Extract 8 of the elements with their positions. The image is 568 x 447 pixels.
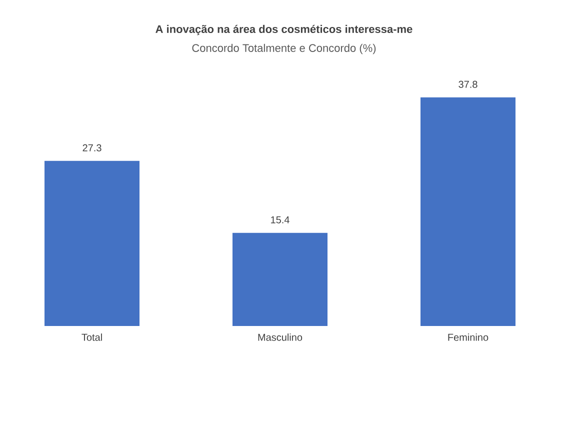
chart-subtitle: Concordo Totalmente e Concordo (%): [192, 44, 376, 54]
data-label: 37.8: [458, 80, 478, 88]
data-label: 27.3: [82, 144, 102, 152]
data-label: 15.4: [271, 216, 290, 224]
x-tick-label: Masculino: [258, 334, 302, 341]
chart-title: A inovação na área dos cosméticos interessa-me: [156, 24, 412, 36]
x-tick-label: Feminino: [448, 334, 488, 341]
x-tick-label: Total: [82, 334, 102, 341]
